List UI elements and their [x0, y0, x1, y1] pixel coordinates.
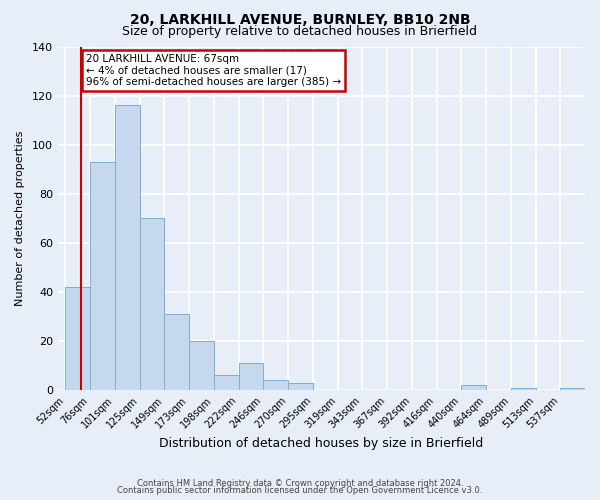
Y-axis label: Number of detached properties: Number of detached properties: [15, 130, 25, 306]
Bar: [461, 386, 486, 390]
Bar: [511, 388, 536, 390]
Text: Size of property relative to detached houses in Brierfield: Size of property relative to detached ho…: [122, 25, 478, 38]
Text: 20, LARKHILL AVENUE, BURNLEY, BB10 2NB: 20, LARKHILL AVENUE, BURNLEY, BB10 2NB: [130, 12, 470, 26]
Bar: [189, 341, 214, 390]
Bar: [90, 162, 115, 390]
Text: 20 LARKHILL AVENUE: 67sqm
← 4% of detached houses are smaller (17)
96% of semi-d: 20 LARKHILL AVENUE: 67sqm ← 4% of detach…: [86, 54, 341, 87]
Bar: [164, 314, 189, 390]
Bar: [560, 388, 585, 390]
Bar: [140, 218, 164, 390]
X-axis label: Distribution of detached houses by size in Brierfield: Distribution of detached houses by size …: [160, 437, 484, 450]
Bar: [65, 287, 90, 390]
Bar: [239, 363, 263, 390]
Bar: [288, 383, 313, 390]
Text: Contains HM Land Registry data © Crown copyright and database right 2024.: Contains HM Land Registry data © Crown c…: [137, 478, 463, 488]
Bar: [115, 106, 140, 390]
Bar: [214, 376, 239, 390]
Text: Contains public sector information licensed under the Open Government Licence v3: Contains public sector information licen…: [118, 486, 482, 495]
Bar: [263, 380, 288, 390]
